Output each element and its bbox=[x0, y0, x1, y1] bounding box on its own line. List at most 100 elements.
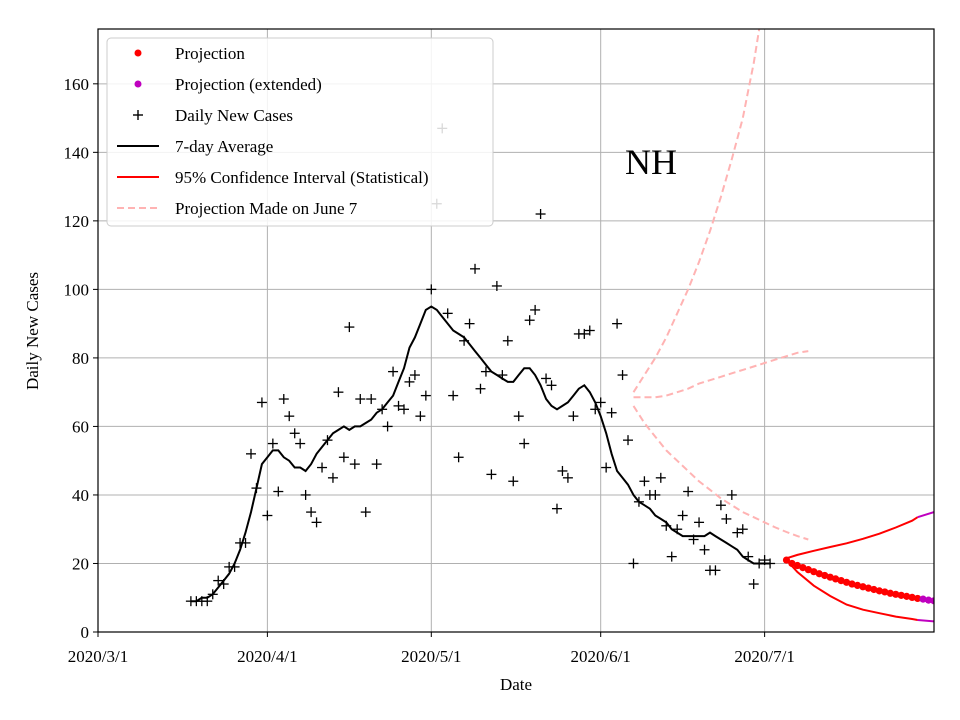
daily-case-point bbox=[453, 452, 464, 463]
confidence-interval-line bbox=[786, 516, 919, 560]
y-tick-label: 100 bbox=[64, 280, 90, 299]
daily-case-point bbox=[338, 452, 349, 463]
projection-point bbox=[914, 594, 922, 603]
plot-frame bbox=[97, 28, 935, 633]
daily-case-point bbox=[661, 520, 672, 531]
daily-case-point bbox=[442, 308, 453, 319]
projection-point bbox=[826, 573, 834, 581]
daily-case-point bbox=[415, 411, 426, 422]
daily-case-point bbox=[398, 404, 409, 415]
daily-case-point bbox=[562, 472, 573, 483]
daily-case-point bbox=[218, 579, 229, 590]
daily-case-point bbox=[284, 411, 295, 422]
daily-case-point bbox=[754, 558, 765, 569]
y-tick-label: 160 bbox=[64, 75, 90, 94]
projection-point bbox=[799, 563, 807, 572]
projection-point bbox=[821, 571, 829, 580]
daily-case-point bbox=[327, 472, 338, 483]
daily-case-point bbox=[404, 376, 415, 387]
june7-projection-line bbox=[632, 405, 809, 541]
daily-case-point bbox=[480, 366, 491, 377]
daily-case-point bbox=[710, 565, 721, 576]
daily-case-point bbox=[699, 544, 710, 555]
daily-case-point bbox=[366, 394, 377, 405]
daily-case-point bbox=[355, 394, 366, 405]
daily-case-point bbox=[579, 328, 590, 339]
daily-case-point bbox=[464, 318, 475, 329]
daily-case-point bbox=[639, 476, 650, 487]
projection-point bbox=[881, 588, 889, 596]
projection-point bbox=[832, 575, 840, 583]
legend: Projection Projection (extended) Daily N… bbox=[106, 37, 494, 227]
projection-extended-point bbox=[919, 595, 927, 603]
y-axis-label: Daily New Cases bbox=[23, 272, 42, 390]
daily-case-point bbox=[470, 263, 481, 274]
daily-case-point bbox=[590, 404, 601, 415]
daily-case-point bbox=[317, 462, 328, 473]
projection-extended-point bbox=[930, 597, 934, 605]
daily-case-point bbox=[273, 486, 284, 497]
daily-case-point bbox=[694, 517, 705, 528]
daily-case-point bbox=[530, 304, 541, 315]
daily-case-point bbox=[688, 534, 699, 545]
daily-case-point bbox=[502, 335, 513, 346]
daily-case-point bbox=[535, 209, 546, 220]
state-annotation: NH bbox=[625, 142, 677, 182]
projection-point bbox=[804, 566, 812, 574]
y-tick-label: 40 bbox=[72, 486, 89, 505]
plot-data bbox=[185, 29, 934, 623]
daily-case-point bbox=[267, 438, 278, 449]
daily-case-point bbox=[519, 438, 530, 449]
daily-case-point bbox=[650, 489, 661, 500]
daily-case-point bbox=[737, 524, 748, 535]
daily-case-point bbox=[677, 510, 688, 521]
y-tick-label: 0 bbox=[81, 623, 90, 642]
x-tick-label: 2020/4/1 bbox=[237, 647, 297, 666]
y-tick-label: 80 bbox=[72, 349, 89, 368]
daily-case-point bbox=[513, 411, 524, 422]
daily-case-point bbox=[617, 370, 628, 381]
daily-case-point bbox=[322, 435, 333, 446]
daily-case-point bbox=[300, 489, 311, 500]
daily-case-point bbox=[207, 589, 218, 600]
daily-case-point bbox=[683, 486, 694, 497]
daily-case-point bbox=[672, 524, 683, 535]
y-tick-label: 120 bbox=[64, 212, 90, 231]
daily-case-point bbox=[748, 579, 759, 590]
daily-case-point bbox=[557, 465, 568, 476]
daily-case-point bbox=[256, 397, 267, 408]
daily-case-point bbox=[524, 315, 535, 326]
daily-case-point bbox=[409, 370, 420, 381]
daily-case-point bbox=[595, 397, 606, 408]
legend-ci-label: 95% Confidence Interval (Statistical) bbox=[175, 168, 429, 187]
daily-case-point bbox=[289, 428, 300, 439]
projection-point bbox=[903, 592, 911, 600]
daily-case-point bbox=[229, 561, 240, 572]
daily-case-point bbox=[344, 322, 355, 333]
y-tick-label: 140 bbox=[64, 143, 90, 162]
daily-case-point bbox=[726, 489, 737, 500]
confidence-interval-extended-line bbox=[917, 619, 934, 623]
legend-june7-label: Projection Made on June 7 bbox=[175, 199, 358, 218]
daily-case-point bbox=[371, 459, 382, 470]
legend-daily-cases-label: Daily New Cases bbox=[175, 106, 293, 125]
daily-case-point bbox=[551, 503, 562, 514]
daily-case-point bbox=[251, 483, 262, 494]
projection-point bbox=[793, 561, 801, 570]
daily-case-point bbox=[568, 411, 579, 422]
daily-case-point bbox=[475, 383, 486, 394]
x-tick-label: 2020/6/1 bbox=[570, 647, 630, 666]
projection-point bbox=[875, 587, 883, 595]
daily-case-point bbox=[546, 380, 557, 391]
daily-case-point bbox=[278, 394, 289, 405]
daily-case-point bbox=[628, 558, 639, 569]
daily-case-point bbox=[306, 507, 317, 518]
projection-point bbox=[788, 559, 796, 568]
daily-case-point bbox=[497, 370, 508, 381]
x-tick-label: 2020/5/1 bbox=[401, 647, 461, 666]
confidence-interval-extended-line bbox=[917, 511, 934, 519]
daily-case-point bbox=[459, 335, 470, 346]
projection-point bbox=[892, 590, 900, 598]
legend-projection-marker bbox=[134, 49, 142, 57]
ticks: 2020/3/1 2020/4/1 2020/5/1 2020/6/1 2020/7/1… bbox=[64, 75, 795, 666]
